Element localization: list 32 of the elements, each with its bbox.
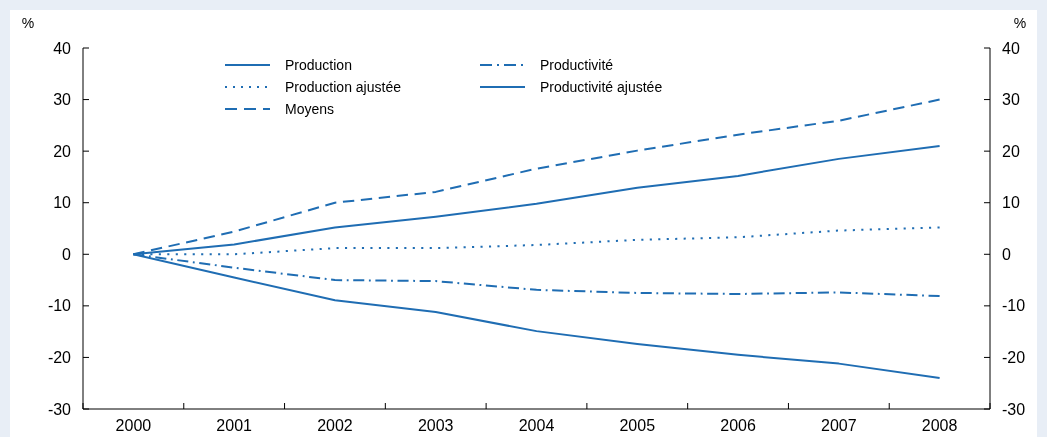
legend-label: Productivité ajustée: [540, 78, 663, 95]
y-tick-label: -30: [47, 400, 72, 418]
x-tick-label: 2007: [821, 417, 857, 434]
y2-tick-label: -30: [1002, 400, 1026, 418]
x-tick-label: 2000: [115, 417, 152, 434]
y2-tick-label: 20: [1002, 142, 1020, 160]
y2-tick-label: 40: [1002, 39, 1020, 57]
x-tick-label: 2005: [619, 417, 656, 434]
legend-label: Production: [285, 56, 352, 73]
y2-tick-label: 0: [1002, 245, 1011, 263]
y2-tick-label: 10: [1002, 194, 1020, 212]
y-tick-label: -10: [47, 297, 72, 315]
y-tick-label: -20: [47, 349, 72, 367]
legend-label: Moyens: [285, 100, 335, 117]
x-tick-label: 2003: [417, 417, 454, 434]
legend-label: Production ajustée: [285, 78, 402, 95]
y2-tick-label: -10: [1002, 297, 1026, 315]
y2-tick-label: -20: [1002, 349, 1026, 367]
y-tick-label: 0: [62, 245, 72, 263]
y-axis-title: %: [21, 15, 35, 31]
y2-tick-label: 30: [1002, 91, 1020, 109]
y-tick-label: 40: [53, 39, 72, 57]
y2-axis-title: %: [1013, 15, 1027, 31]
x-tick-label: 2008: [921, 417, 958, 434]
x-tick-label: 2002: [317, 417, 353, 434]
x-tick-label: 2004: [518, 417, 555, 434]
y-tick-label: 30: [53, 91, 72, 109]
y-tick-label: 20: [53, 142, 72, 160]
x-tick-label: 2006: [720, 417, 756, 434]
x-tick-label: 2001: [216, 417, 253, 434]
legend-label: Productivité: [540, 56, 614, 73]
y-tick-label: 10: [53, 194, 72, 212]
